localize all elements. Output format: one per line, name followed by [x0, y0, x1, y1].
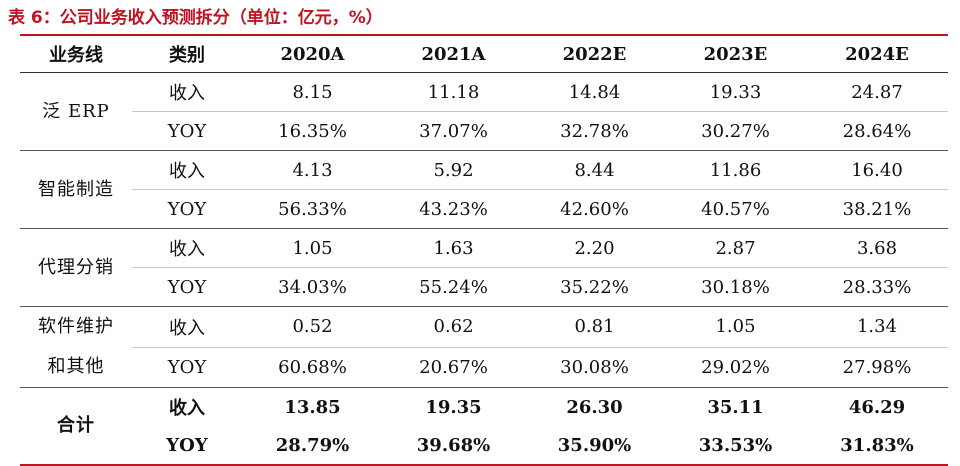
table-row: 智能制造 收入 4.13 5.92 8.44 11.86 16.40	[20, 150, 948, 229]
table-row: YOY 16.35% 37.07% 32.78% 30.27% 28.64%	[20, 111, 948, 151]
header-2023e: 2023E	[665, 36, 806, 73]
table-cell: 33.53%	[665, 426, 806, 466]
table-cell: 1.05	[665, 306, 806, 348]
table-cell: 11.18	[383, 72, 524, 112]
category-label: YOY	[132, 111, 242, 151]
table-cell: 39.68%	[383, 426, 524, 466]
header-business-line: 业务线	[20, 36, 132, 73]
table-cell: 4.13	[242, 150, 383, 190]
segment-distribution: 代理分销	[20, 228, 132, 307]
table-row: 软件维护 和其他 收入 0.52 0.62 0.81 1.05 1.34	[20, 306, 948, 388]
table-cell: 28.79%	[242, 426, 383, 466]
table-cell: 28.64%	[806, 111, 948, 151]
top-rule	[20, 34, 948, 36]
total-row: YOY 28.79% 39.68% 35.90% 33.53% 31.83%	[20, 426, 948, 466]
table-cell: 3.68	[806, 228, 948, 268]
table-cell: 34.03%	[242, 267, 383, 307]
category-label: 收入	[169, 398, 205, 419]
table-row: YOY 56.33% 43.23% 42.60% 40.57% 38.21%	[20, 189, 948, 229]
table-cell: 35.22%	[524, 267, 665, 307]
header-2024e: 2024E	[806, 36, 948, 73]
table-cell: 30.27%	[665, 111, 806, 151]
segment-smart-manufacturing: 智能制造	[20, 150, 132, 229]
category-label: YOY	[132, 347, 242, 388]
table-cell: 13.85	[284, 396, 341, 418]
table-cell: 5.92	[383, 150, 524, 190]
table-row: YOY 34.03% 55.24% 35.22% 30.18% 28.33%	[20, 267, 948, 307]
header-2021a: 2021A	[383, 36, 524, 73]
table-cell: 56.33%	[242, 189, 383, 229]
table-cell: 31.83%	[806, 426, 948, 466]
table-cell: 1.63	[383, 228, 524, 268]
header-2022e: 2022E	[524, 36, 665, 73]
table-cell: 16.35%	[242, 111, 383, 151]
table-cell: 1.05	[242, 228, 383, 268]
table-cell: 20.67%	[383, 347, 524, 388]
table-cell: 2.87	[665, 228, 806, 268]
category-label: 收入	[132, 306, 242, 348]
total-row: 合计 收入 13.85 19.35 26.30 35.11 46.29	[20, 387, 948, 466]
table-cell: 27.98%	[806, 347, 948, 388]
segment-line-1: 软件维护	[38, 316, 114, 337]
table-cell: 29.02%	[665, 347, 806, 388]
revenue-forecast-table: 业务线 类别 2020A 2021A 2022E 2023E 2024E 泛 E…	[20, 36, 948, 466]
table-row: YOY 60.68% 20.67% 30.08% 29.02% 27.98%	[20, 347, 948, 388]
table-cell: 8.44	[524, 150, 665, 190]
table-row: 代理分销 收入 1.05 1.63 2.20 2.87 3.68	[20, 228, 948, 307]
table-cell: 40.57%	[665, 189, 806, 229]
table-cell: 42.60%	[524, 189, 665, 229]
table-cell: 38.21%	[806, 189, 948, 229]
table-cell: 0.81	[524, 306, 665, 348]
table-cell: 2.20	[524, 228, 665, 268]
table-cell: 26.30	[566, 396, 623, 418]
table-cell: 37.07%	[383, 111, 524, 151]
table-cell: 30.08%	[524, 347, 665, 388]
category-label: 收入	[132, 150, 242, 190]
category-label: 收入	[132, 228, 242, 268]
header-category: 类别	[132, 36, 242, 73]
table-cell: 60.68%	[242, 347, 383, 388]
segment-line-2: 和其他	[47, 356, 105, 377]
category-label: YOY	[132, 426, 242, 466]
header-row: 业务线 类别 2020A 2021A 2022E 2023E 2024E	[20, 36, 948, 73]
table-cell: 46.29	[848, 396, 906, 418]
table-cell: 24.87	[806, 72, 948, 112]
table-cell: 32.78%	[524, 111, 665, 151]
table-cell: 8.15	[242, 72, 383, 112]
table-cell: 19.35	[425, 396, 482, 418]
table-cell: 35.11	[707, 396, 764, 418]
table-title: 表 6：公司业务收入预测拆分（单位：亿元，%）	[8, 8, 383, 28]
segment-software-maintenance: 软件维护 和其他	[20, 306, 132, 388]
segment-erp: 泛 ERP	[20, 72, 132, 151]
table-cell: 1.34	[806, 306, 948, 348]
table-cell: 19.33	[665, 72, 806, 112]
category-label: YOY	[132, 189, 242, 229]
table-cell: 0.52	[242, 306, 383, 348]
table-cell: 55.24%	[383, 267, 524, 307]
table-cell: 0.62	[383, 306, 524, 348]
header-2020a: 2020A	[242, 36, 383, 73]
category-label: 收入	[132, 72, 242, 112]
table-cell: 11.86	[665, 150, 806, 190]
table-cell: 30.18%	[665, 267, 806, 307]
table-cell: 16.40	[806, 150, 948, 190]
table-row: 泛 ERP 收入 8.15 11.18 14.84 19.33 24.87	[20, 72, 948, 151]
segment-total: 合计	[20, 387, 132, 466]
table-cell: 43.23%	[383, 189, 524, 229]
table-cell: 14.84	[524, 72, 665, 112]
category-label: YOY	[132, 267, 242, 307]
table-cell: 35.90%	[524, 426, 665, 466]
table-cell: 28.33%	[806, 267, 948, 307]
